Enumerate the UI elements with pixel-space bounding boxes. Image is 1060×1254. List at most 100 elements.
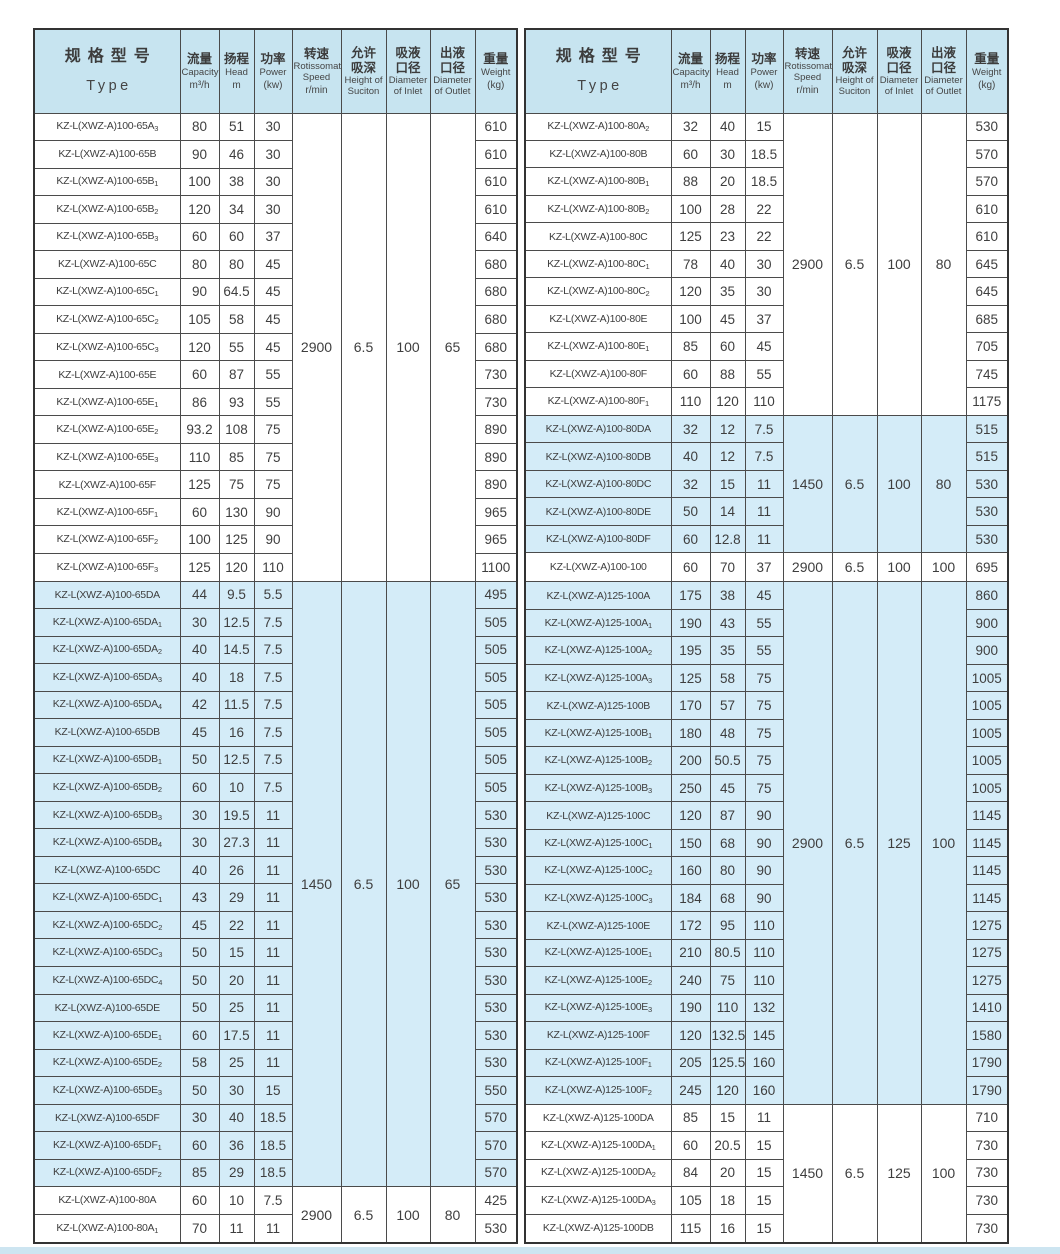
capacity-cell: 85 (179, 1158, 220, 1188)
type-cell: KZ-L(XWZ-A)100-80A2 (524, 112, 672, 141)
header-cn-label: 规格型号 (555, 47, 648, 65)
capacity-cell: 184 (670, 883, 711, 913)
type-cell: KZ-L(XWZ-A)125-100B1 (524, 718, 672, 748)
capacity-cell: 60 (179, 1021, 220, 1050)
capacity-cell: 120 (670, 1021, 711, 1050)
weight-cell: 550 (474, 1076, 518, 1105)
weight-cell: 965 (474, 497, 518, 527)
power-cell: 11 (744, 497, 784, 526)
table-row: KZ-L(XWZ-A)125-100DA 85 15 11 1450 6.5 125 100 7… (524, 1103, 1009, 1244)
type-cell: KZ-L(XWZ-A)100-65DA3 (33, 663, 181, 692)
head-cell: 14.5 (218, 635, 255, 665)
head-cell: 20 (218, 965, 255, 995)
weight-cell: 1145 (965, 801, 1009, 830)
col-header-weight: 重量 Weight (kg) (965, 28, 1009, 114)
head-cell: 15 (218, 938, 255, 967)
capacity-cell: 84 (670, 1158, 711, 1188)
table-row: KZ-L(XWZ-A)100-65DF 30 40 18.5 570 (33, 1103, 518, 1133)
weight-cell: 645 (965, 249, 1009, 279)
outlet-cell: 65 (429, 112, 476, 582)
head-cell: 120 (709, 1076, 746, 1105)
outlet-cell: 65 (429, 580, 476, 1188)
table-row: KZ-L(XWZ-A)125-100F2 245 120 160 1790 (524, 1076, 1009, 1105)
type-cell: KZ-L(XWZ-A)100-80B (524, 139, 672, 169)
power-cell: 18.5 (253, 1158, 293, 1188)
type-cell: KZ-L(XWZ-A)100-65E2 (33, 415, 181, 444)
weight-cell: 530 (474, 1048, 518, 1078)
capacity-cell: 30 (179, 800, 220, 830)
outlet-cell: 80 (920, 414, 967, 554)
spec-table-right: 规格型号 Type 流量 Capacity m³/h 扬程 Head m 功率 Power (kw)… (524, 28, 1009, 1244)
power-cell: 90 (744, 828, 784, 858)
weight-cell: 1005 (965, 663, 1009, 693)
type-cell: KZ-L(XWZ-A)100-65DC3 (33, 938, 181, 967)
header-unit-label: r/min (305, 84, 328, 96)
table-row: KZ-L(XWZ-A)125-100B3 250 45 75 1005 (524, 773, 1009, 803)
type-cell: KZ-L(XWZ-A)100-65C2 (33, 305, 181, 334)
power-cell: 22 (744, 194, 784, 224)
weight-cell: 530 (965, 497, 1009, 526)
capacity-cell: 180 (670, 718, 711, 748)
type-cell: KZ-L(XWZ-A)100-65DF1 (33, 1131, 181, 1160)
table-row: KZ-L(XWZ-A)100-65E2 93.2 108 75 890 (33, 415, 518, 444)
table-row: KZ-L(XWZ-A)100-65F2 100 125 90 965 (33, 525, 518, 554)
weight-cell: 530 (474, 965, 518, 995)
head-cell: 20 (709, 1158, 746, 1188)
capacity-cell: 110 (179, 442, 220, 472)
table-row: KZ-L(XWZ-A)100-80E 100 45 37 685 (524, 304, 1009, 334)
type-cell: KZ-L(XWZ-A)125-100F1 (524, 1048, 672, 1078)
bottom-accent-strip (0, 1247, 1060, 1254)
weight-cell: 530 (965, 112, 1009, 141)
weight-cell: 730 (965, 1158, 1009, 1188)
header-en-label: Weight (972, 66, 1002, 78)
header-unit-label: (kg) (978, 79, 996, 91)
table-row: KZ-L(XWZ-A)125-100C2 160 80 90 1145 (524, 856, 1009, 885)
capacity-cell: 60 (179, 773, 220, 802)
head-cell: 110 (709, 993, 746, 1023)
speed-cell: 1450 (782, 1103, 833, 1244)
head-cell: 51 (218, 112, 255, 142)
power-cell: 90 (253, 497, 293, 527)
weight-cell: 1275 (965, 911, 1009, 940)
power-cell: 90 (253, 525, 293, 554)
table-row: KZ-L(XWZ-A)125-100F1 205 125.5 160 1790 (524, 1048, 1009, 1078)
weight-cell: 515 (965, 414, 1009, 444)
weight-cell: 890 (474, 415, 518, 444)
weight-cell: 505 (474, 635, 518, 665)
table-row: KZ-L(XWZ-A)100-80B 60 30 18.5 570 (524, 139, 1009, 169)
type-cell: KZ-L(XWZ-A)100-65B2 (33, 195, 181, 224)
capacity-cell: 32 (670, 469, 711, 499)
capacity-cell: 60 (670, 524, 711, 554)
table-row: KZ-L(XWZ-A)100-65DB1 50 12.5 7.5 505 (33, 745, 518, 775)
table-row: KZ-L(XWZ-A)125-100B2 200 50.5 75 1005 (524, 746, 1009, 775)
inlet-cell: 100 (876, 552, 922, 583)
weight-cell: 530 (474, 828, 518, 857)
type-cell: KZ-L(XWZ-A)100-80C1 (524, 249, 672, 279)
power-cell: 45 (253, 332, 293, 362)
type-cell: KZ-L(XWZ-A)100-65F2 (33, 525, 181, 554)
power-cell: 90 (744, 801, 784, 830)
type-cell: KZ-L(XWZ-A)125-100F (524, 1021, 672, 1050)
weight-cell: 530 (474, 883, 518, 912)
type-cell: KZ-L(XWZ-A)125-100A3 (524, 663, 672, 693)
table-row: KZ-L(XWZ-A)100-65B 90 46 30 610 (33, 140, 518, 169)
outlet-cell: 100 (920, 581, 967, 1105)
power-cell: 110 (744, 387, 784, 416)
table-row: KZ-L(XWZ-A)125-100E 172 95 110 1275 (524, 911, 1009, 940)
type-cell: KZ-L(XWZ-A)100-80E1 (524, 332, 672, 361)
type-cell: KZ-L(XWZ-A)125-100B2 (524, 746, 672, 775)
head-cell: 35 (709, 277, 746, 306)
outlet-cell: 100 (920, 552, 967, 583)
power-cell: 18.5 (253, 1103, 293, 1133)
power-cell: 18.5 (253, 1131, 293, 1160)
type-cell: KZ-L(XWZ-A)100-80F (524, 359, 672, 389)
weight-cell: 1145 (965, 828, 1009, 858)
weight-cell: 570 (474, 1131, 518, 1160)
head-cell: 23 (709, 222, 746, 251)
weight-cell: 1790 (965, 1048, 1009, 1078)
type-cell: KZ-L(XWZ-A)100-80C2 (524, 277, 672, 306)
type-cell: KZ-L(XWZ-A)100-65DE3 (33, 1076, 181, 1105)
weight-cell: 730 (474, 360, 518, 389)
type-cell: KZ-L(XWZ-A)100-80A1 (33, 1213, 181, 1244)
